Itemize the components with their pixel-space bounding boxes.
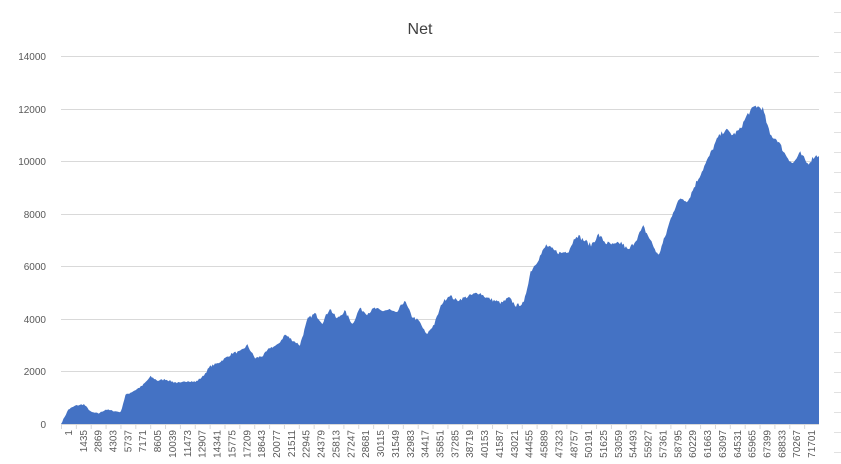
x-tick-label: 55927 — [644, 430, 655, 458]
x-tick-label: 50191 — [584, 430, 595, 458]
chart-title: Net — [408, 21, 433, 38]
x-tick-label: 67399 — [763, 430, 774, 458]
x-tick-label: 12907 — [198, 430, 209, 458]
y-tick-label: 8000 — [24, 210, 47, 221]
x-tick-label: 30115 — [376, 430, 387, 458]
y-tick-label: 12000 — [18, 105, 46, 116]
y-tick-label: 10000 — [18, 157, 46, 168]
x-tick-label: 60229 — [688, 430, 699, 458]
x-tick-label: 41587 — [495, 430, 506, 458]
x-tick-label: 61663 — [703, 430, 714, 458]
x-tick-label: 70267 — [792, 430, 803, 458]
x-tick-label: 22945 — [302, 430, 313, 458]
x-tick-label: 5737 — [123, 430, 134, 453]
x-tick-label: 21511 — [287, 430, 298, 458]
x-tick-label: 47323 — [554, 430, 565, 458]
x-tick-label: 32983 — [406, 430, 417, 458]
x-tick-label: 68833 — [777, 430, 788, 458]
y-tick-label: 4000 — [24, 315, 47, 326]
x-tick-label: 51625 — [599, 430, 610, 458]
x-tick-label: 11473 — [183, 430, 194, 458]
x-tick-label: 58795 — [673, 430, 684, 458]
x-tick-label: 37285 — [450, 430, 461, 458]
x-tick-label: 7171 — [138, 430, 149, 453]
x-tick-label: 38719 — [465, 430, 476, 458]
y-tick-label: 2000 — [24, 367, 47, 378]
x-axis: 1 1435 2869 4303 5737 7171 8605 10039 11473 12907… — [61, 424, 819, 458]
y-tick-label: 6000 — [24, 262, 47, 273]
x-tick-label: 27247 — [346, 430, 357, 458]
y-tick-label: 0 — [40, 420, 46, 431]
x-tick-label: 18643 — [257, 430, 268, 458]
x-tick-label: 28681 — [361, 430, 372, 458]
x-tick-label: 44455 — [525, 430, 536, 458]
x-tick-label: 14341 — [213, 430, 224, 458]
x-tick-label: 53059 — [614, 430, 625, 458]
x-tick-label: 43021 — [510, 430, 521, 458]
x-tick-label: 35851 — [436, 430, 447, 458]
x-tick-label: 54493 — [629, 430, 640, 458]
x-tick-label: 17209 — [242, 430, 253, 458]
x-tick-label: 48757 — [569, 430, 580, 458]
x-tick-label: 15775 — [227, 430, 238, 458]
x-tick-label: 71701 — [807, 430, 818, 458]
y-tick-label: 14000 — [18, 52, 46, 63]
x-tick-label: 65965 — [748, 430, 759, 458]
x-tick-label: 2869 — [94, 430, 105, 453]
x-tick-label: 64531 — [733, 430, 744, 458]
x-tick-label: 34417 — [421, 430, 432, 458]
x-tick-label: 57361 — [658, 430, 669, 458]
x-tick-label: 40153 — [480, 430, 491, 458]
x-tick-label: 20077 — [272, 430, 283, 458]
x-tick-label: 4303 — [109, 430, 120, 453]
x-tick-label: 1435 — [79, 430, 90, 453]
x-tick-label: 8605 — [153, 430, 164, 453]
y-axis: 0 2000 4000 6000 8000 10000 12000 14000 — [18, 52, 46, 431]
x-tick-label: 45889 — [540, 430, 551, 458]
x-tick-label: 10039 — [168, 430, 179, 458]
series-area-path — [61, 105, 819, 424]
x-tick-label: 1 — [64, 430, 75, 436]
series-area — [61, 105, 819, 424]
x-tick-label: 24379 — [317, 430, 328, 458]
x-tick-label: 25813 — [332, 430, 343, 458]
x-tick-label: 63097 — [718, 430, 729, 458]
x-tick-label: 31549 — [391, 430, 402, 458]
